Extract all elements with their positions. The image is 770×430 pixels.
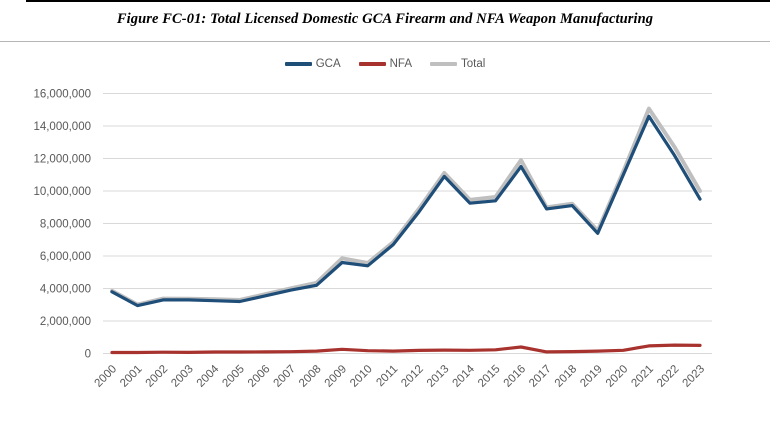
y-axis-tick-label: 6,000,000	[40, 251, 91, 263]
y-axis-tick-label: 16,000,000	[33, 89, 91, 101]
x-axis-tick-label: 2016	[502, 363, 529, 390]
y-axis-tick-label: 0	[85, 349, 91, 361]
legend-label-total: Total	[461, 58, 486, 70]
y-axis-tick-label: 2,000,000	[40, 316, 91, 328]
figure-title: Figure FC-01: Total Licensed Domestic GC…	[116, 11, 654, 27]
figure-top-border	[26, 0, 770, 2]
x-axis-tick-label: 2005	[220, 363, 247, 390]
gca-line-swatch-icon	[284, 62, 312, 66]
x-axis-tick-label: 2012	[399, 363, 426, 390]
x-axis-tick-label: 2019	[578, 363, 605, 390]
nfa-line-swatch-icon	[358, 62, 386, 66]
x-axis-tick-label: 2010	[348, 363, 375, 390]
x-axis-tick-label: 2009	[323, 363, 350, 390]
figure-header: Figure FC-01: Total Licensed Domestic GC…	[0, 10, 770, 28]
y-axis-tick-label: 10,000,000	[33, 186, 91, 198]
x-axis-tick-label: 2008	[297, 363, 324, 390]
legend-label-nfa: NFA	[389, 58, 412, 70]
x-axis-tick-label: 2023	[681, 363, 708, 390]
x-axis-tick-label: 2022	[655, 363, 682, 390]
x-axis-tick-label: 2015	[476, 363, 503, 390]
series-line-total	[110, 106, 702, 307]
x-axis-tick-label: 2004	[195, 363, 222, 390]
legend-item-gca: GCA	[284, 58, 341, 70]
y-axis-tick-label: 8,000,000	[40, 219, 91, 231]
chart-legend: GCA NFA Total	[0, 58, 770, 70]
x-axis-tick-label: 2001	[118, 363, 145, 390]
x-axis-tick-label: 2018	[553, 363, 580, 390]
legend-label-gca: GCA	[315, 58, 341, 70]
x-axis-tick-label: 2003	[169, 363, 196, 390]
x-axis-tick-label: 2000	[93, 363, 120, 390]
x-axis-tick-label: 2021	[629, 363, 656, 390]
total-line-swatch-icon	[430, 62, 457, 66]
x-axis-tick-label: 2017	[527, 363, 554, 390]
x-axis-tick-label: 2002	[144, 363, 171, 390]
x-axis-tick-label: 2007	[271, 363, 298, 390]
title-divider	[0, 41, 770, 42]
x-axis-tick-label: 2014	[450, 363, 477, 390]
x-axis-tick-label: 2013	[425, 363, 452, 390]
series-line-nfa	[110, 343, 702, 355]
x-axis-tick-label: 2020	[604, 363, 631, 390]
y-axis-tick-label: 4,000,000	[40, 284, 91, 296]
y-axis-tick-label: 12,000,000	[33, 154, 91, 166]
legend-item-nfa: NFA	[358, 58, 412, 70]
y-axis-tick-label: 14,000,000	[33, 121, 91, 133]
x-axis-tick-label: 2006	[246, 363, 273, 390]
legend-item-total: Total	[430, 58, 485, 70]
x-axis-tick-label: 2011	[374, 363, 400, 389]
series-line-gca	[110, 114, 702, 308]
